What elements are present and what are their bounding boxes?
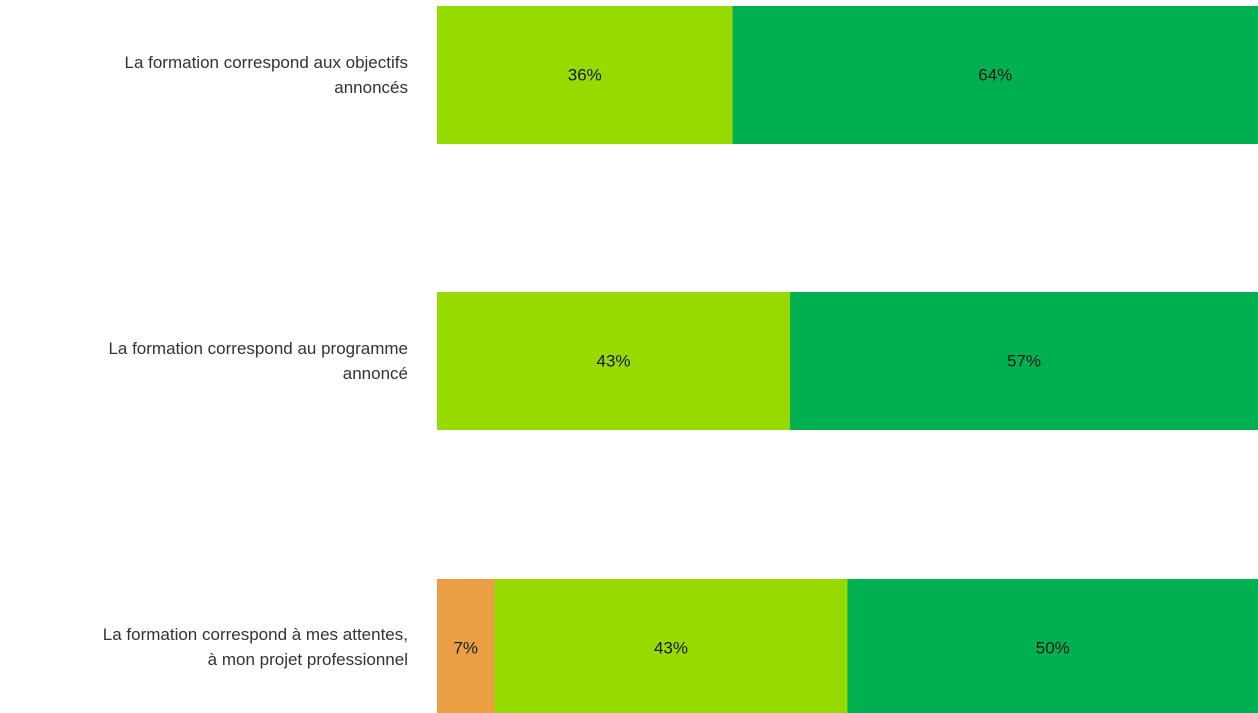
category-label-line: annoncés <box>334 78 408 97</box>
bar-segment <box>437 579 495 713</box>
category-label-line: La formation correspond au programme <box>108 339 408 358</box>
bar-value-label: 50% <box>1036 639 1070 658</box>
bar-segment <box>732 6 1258 144</box>
bar-value-label: 36% <box>568 66 602 85</box>
category-label-attentes: La formation correspond à mes attentes, … <box>0 622 408 672</box>
category-label-objectifs: La formation correspond aux objectifs an… <box>0 50 409 100</box>
bar-segment <box>437 6 733 144</box>
bar-segment <box>494 579 848 713</box>
bar-value-label: 7% <box>453 639 478 658</box>
bar-segment <box>847 579 1258 713</box>
category-label-programme: La formation correspond au programme ann… <box>0 336 408 386</box>
bar-value-label: 57% <box>1007 352 1041 371</box>
bar-value-label: 43% <box>596 352 630 371</box>
category-label-line: La formation correspond à mes attentes, <box>102 625 408 644</box>
bar-segment <box>437 292 791 430</box>
bar-segment <box>790 292 1258 430</box>
bar-value-label: 64% <box>978 66 1012 85</box>
category-label-line: à mon projet professionnel <box>207 650 408 669</box>
category-label-line: annoncé <box>342 364 408 383</box>
bar-value-label: 43% <box>654 639 688 658</box>
category-label-line: La formation correspond aux objectifs <box>124 53 409 72</box>
